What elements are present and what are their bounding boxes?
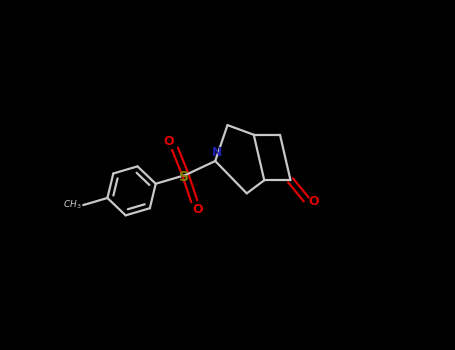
Text: O: O [163,135,174,148]
Text: O: O [308,195,319,208]
Text: S: S [179,170,189,184]
Text: O: O [192,203,203,216]
Text: N: N [212,146,222,159]
Text: $CH_3$: $CH_3$ [63,199,81,211]
